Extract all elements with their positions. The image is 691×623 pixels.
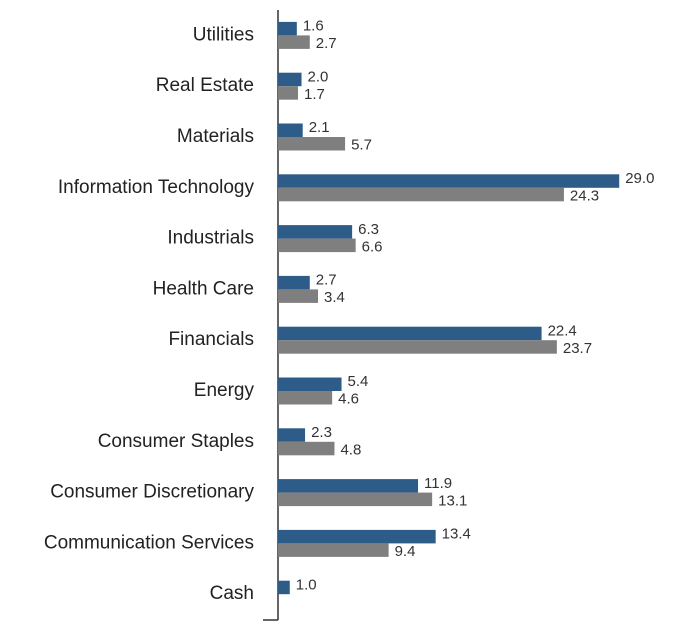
value-label: 3.4 (324, 289, 345, 306)
value-label: 1.7 (304, 86, 325, 103)
value-label: 13.4 (442, 526, 471, 543)
bar (278, 225, 353, 239)
category-label: Communication Services (44, 532, 254, 553)
value-label: 1.0 (296, 576, 317, 593)
value-label: 6.6 (362, 238, 383, 255)
category-label: Financials (168, 329, 254, 350)
value-label: 5.7 (351, 137, 372, 154)
bar (278, 187, 564, 202)
category-label: Health Care (153, 278, 254, 299)
bar (278, 580, 290, 595)
category-label: Energy (194, 380, 255, 401)
bar (278, 340, 557, 354)
category-label: Real Estate (156, 75, 254, 96)
value-label: 13.1 (438, 492, 467, 509)
bar (278, 326, 542, 341)
value-label: 1.6 (303, 18, 324, 35)
bar (278, 21, 297, 36)
bar (278, 391, 333, 405)
category-label: Information Technology (58, 177, 255, 198)
category-label: Cash (210, 583, 254, 604)
value-label: 5.4 (348, 373, 369, 390)
value-label: 2.0 (308, 68, 329, 85)
value-label: 11.9 (424, 475, 452, 492)
bar (278, 529, 436, 544)
bar (278, 289, 319, 303)
bar (278, 479, 419, 493)
value-label: 2.3 (311, 424, 332, 441)
value-label: 4.8 (340, 442, 361, 459)
category-label: Utilities (193, 24, 254, 45)
value-label: 2.7 (316, 35, 337, 52)
category-label: Materials (177, 126, 254, 147)
value-label: 4.6 (338, 391, 359, 408)
bar (278, 441, 335, 456)
bar (278, 123, 303, 137)
value-label: 24.3 (570, 188, 599, 205)
category-label: Consumer Discretionary (50, 482, 254, 503)
value-label: 29.0 (625, 170, 654, 187)
category-label: Consumer Staples (98, 431, 254, 452)
bar (278, 428, 306, 442)
bar (278, 35, 310, 49)
value-label: 2.7 (316, 272, 337, 289)
bar (278, 137, 346, 151)
bar (278, 543, 389, 557)
bar (278, 275, 310, 290)
bar (278, 72, 302, 87)
bar (278, 492, 433, 507)
value-label: 2.1 (309, 119, 330, 136)
bar (278, 86, 299, 100)
bar (278, 377, 342, 391)
value-label: 23.7 (563, 340, 592, 357)
category-label: Industrials (167, 228, 254, 249)
bar (278, 174, 620, 188)
value-label: 9.4 (395, 543, 416, 560)
value-label: 6.3 (358, 221, 379, 238)
bar (278, 238, 356, 253)
value-label: 22.4 (548, 322, 577, 339)
